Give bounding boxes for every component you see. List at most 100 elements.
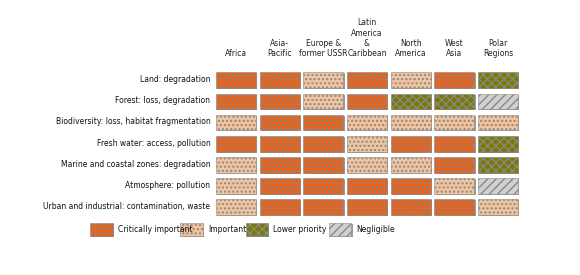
Bar xyxy=(304,73,345,89)
Bar xyxy=(261,95,301,110)
Bar xyxy=(434,115,474,130)
Bar xyxy=(216,136,256,152)
Bar xyxy=(180,222,203,236)
Text: Urban and industrial: contamination, waste: Urban and industrial: contamination, was… xyxy=(44,202,211,211)
Bar xyxy=(304,179,345,195)
Bar xyxy=(330,224,353,237)
Bar xyxy=(303,136,343,152)
Bar xyxy=(390,72,430,88)
Bar xyxy=(436,95,476,110)
Bar xyxy=(348,73,388,89)
Bar xyxy=(216,115,256,130)
Bar xyxy=(218,95,258,110)
Bar xyxy=(260,157,300,173)
Bar xyxy=(478,72,518,88)
Bar xyxy=(303,94,343,109)
Bar xyxy=(304,200,345,216)
Bar xyxy=(304,116,345,131)
Bar xyxy=(90,222,113,236)
Bar xyxy=(347,136,387,152)
Bar xyxy=(216,199,256,215)
Bar xyxy=(479,179,519,195)
Text: Polar
Regions: Polar Regions xyxy=(483,39,513,58)
Text: Critically important: Critically important xyxy=(118,225,193,234)
Text: Asia-
Pacific: Asia- Pacific xyxy=(267,39,292,58)
Bar xyxy=(348,179,388,195)
Bar xyxy=(479,137,519,153)
Bar xyxy=(218,158,258,174)
Bar xyxy=(348,200,388,216)
Bar xyxy=(260,72,300,88)
Bar xyxy=(216,94,256,109)
Text: Atmosphere: pollution: Atmosphere: pollution xyxy=(125,181,211,190)
Bar xyxy=(479,200,519,216)
Text: Europe &
former USSR: Europe & former USSR xyxy=(299,39,347,58)
Bar xyxy=(390,94,430,109)
Text: Marine and coastal zones: degradation: Marine and coastal zones: degradation xyxy=(61,160,211,169)
Bar xyxy=(92,224,114,237)
Bar xyxy=(304,137,345,153)
Text: Biodiversity: loss, habitat fragmentation: Biodiversity: loss, habitat fragmentatio… xyxy=(56,117,211,126)
Bar xyxy=(436,116,476,131)
Bar xyxy=(261,116,301,131)
Bar xyxy=(182,224,204,237)
Bar xyxy=(478,94,518,109)
Bar xyxy=(303,157,343,173)
Bar xyxy=(390,199,430,215)
Bar xyxy=(218,179,258,195)
Bar xyxy=(218,116,258,131)
Bar xyxy=(392,137,432,153)
Bar xyxy=(329,222,351,236)
Bar xyxy=(261,73,301,89)
Bar xyxy=(392,73,432,89)
Bar xyxy=(303,115,343,130)
Bar xyxy=(390,115,430,130)
Bar xyxy=(303,178,343,194)
Bar xyxy=(478,199,518,215)
Bar xyxy=(434,199,474,215)
Bar xyxy=(478,136,518,152)
Bar xyxy=(216,178,256,194)
Text: Fresh water: access, pollution: Fresh water: access, pollution xyxy=(97,139,211,148)
Bar xyxy=(348,116,388,131)
Bar xyxy=(392,95,432,110)
Bar xyxy=(434,157,474,173)
Text: West
Asia: West Asia xyxy=(445,39,463,58)
Bar xyxy=(434,178,474,194)
Text: Lower priority: Lower priority xyxy=(273,225,327,234)
Bar xyxy=(216,72,256,88)
Bar xyxy=(390,178,430,194)
Bar xyxy=(218,137,258,153)
Bar xyxy=(247,224,269,237)
Bar xyxy=(434,72,474,88)
Bar xyxy=(347,178,387,194)
Bar xyxy=(479,116,519,131)
Bar xyxy=(392,158,432,174)
Text: Important: Important xyxy=(208,225,246,234)
Bar xyxy=(478,157,518,173)
Bar xyxy=(436,73,476,89)
Bar xyxy=(260,199,300,215)
Bar xyxy=(436,200,476,216)
Bar xyxy=(304,158,345,174)
Bar xyxy=(261,158,301,174)
Bar xyxy=(390,157,430,173)
Bar xyxy=(216,157,256,173)
Bar xyxy=(390,136,430,152)
Bar xyxy=(434,94,474,109)
Bar xyxy=(218,73,258,89)
Bar xyxy=(303,199,343,215)
Bar xyxy=(479,158,519,174)
Bar xyxy=(392,179,432,195)
Bar xyxy=(436,158,476,174)
Bar xyxy=(436,179,476,195)
Bar xyxy=(348,95,388,110)
Text: North
America: North America xyxy=(395,39,426,58)
Bar xyxy=(260,178,300,194)
Bar xyxy=(348,137,388,153)
Bar xyxy=(303,72,343,88)
Text: Forest: loss, degradation: Forest: loss, degradation xyxy=(115,96,211,105)
Bar xyxy=(347,94,387,109)
Text: Land: degradation: Land: degradation xyxy=(140,75,211,84)
Bar xyxy=(478,178,518,194)
